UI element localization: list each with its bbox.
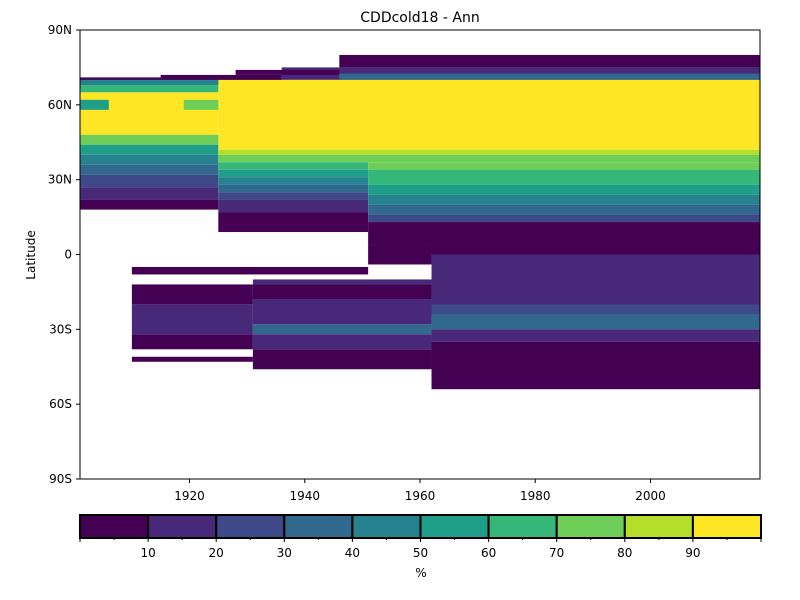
heatmap-cell	[252, 279, 432, 285]
heatmap-cell	[218, 162, 369, 170]
colorbar-swatch	[487, 514, 558, 539]
heatmap-cell	[431, 314, 760, 330]
y-tick-label: 30S	[49, 322, 72, 336]
colorbar-swatch	[215, 514, 286, 539]
y-tick-label: 60S	[49, 397, 72, 411]
heatmap-cell	[218, 154, 760, 163]
heatmap-cell	[80, 84, 219, 93]
x-tick-label: 2000	[635, 489, 666, 503]
heatmap-cell	[218, 184, 369, 193]
colorbar-tick-label: 20	[209, 546, 224, 560]
heatmap-cell	[252, 284, 432, 300]
heatmap-cell	[80, 144, 219, 155]
colorbar-swatch	[419, 514, 490, 539]
x-axis: 1920 1940 1960 1980 2000	[174, 479, 666, 503]
heatmap-cell	[368, 184, 760, 195]
chart-title: CDDcold18 - Ann	[360, 10, 479, 26]
heatmap-cell	[80, 164, 219, 175]
heatmap-cell	[80, 174, 219, 188]
heatmap-cell	[252, 334, 432, 350]
colorbar-label: %	[415, 566, 426, 580]
y-tick-label: 0	[64, 248, 72, 262]
colorbar-swatch	[147, 514, 218, 539]
colorbar-swatch	[691, 514, 763, 539]
colorbar-swatch	[283, 514, 354, 539]
heatmap-cell	[252, 324, 432, 335]
heatmap-cell	[431, 237, 760, 255]
heatmap-cell	[368, 169, 760, 185]
heatmap-cell	[218, 212, 369, 233]
colorbar-swatch	[79, 514, 150, 539]
colorbar-swatch	[351, 514, 422, 539]
x-tick-label: 1980	[520, 489, 551, 503]
heatmap-cell	[131, 266, 369, 275]
heatmap-cell	[218, 169, 369, 178]
heatmap-cell	[80, 199, 219, 210]
heatmap-cell	[252, 299, 432, 325]
heatmap-cell	[218, 149, 760, 155]
heatmap-cell	[80, 79, 219, 85]
heatmap-cell	[368, 162, 760, 170]
colorbar-tick-label: 10	[140, 546, 155, 560]
heatmap-cell	[131, 356, 253, 362]
colorbar: 10 20 30 40 50 60 70 80 90 %	[79, 514, 763, 580]
colorbar-tick-label: 70	[549, 546, 564, 560]
y-tick-label: 90N	[48, 23, 72, 37]
heatmap-cell	[80, 134, 219, 145]
heatmap-cell	[368, 214, 760, 223]
heatmap-cell	[80, 187, 219, 200]
heatmap-cell	[80, 92, 219, 135]
heatmap-cell	[431, 304, 760, 315]
colorbar-swatch	[555, 514, 626, 539]
heatmap-cell	[252, 349, 432, 370]
colorbar-swatch	[623, 514, 694, 539]
heatmap-cell	[431, 341, 760, 390]
x-tick-label: 1920	[174, 489, 205, 503]
plot-area	[79, 29, 761, 480]
heatmap-cell	[218, 79, 760, 150]
y-tick-label: 30N	[48, 173, 72, 187]
colorbar-tick-label: 50	[413, 546, 428, 560]
y-tick-label: 90S	[49, 472, 72, 486]
heatmap-cell	[218, 177, 369, 185]
heatmap-cell	[80, 154, 219, 165]
y-axis-label: Latitude	[24, 230, 38, 279]
heatmap-cell	[80, 99, 109, 110]
y-tick-label: 60N	[48, 98, 72, 112]
heatmap-cell	[339, 73, 760, 80]
heatmap-cell	[218, 199, 369, 213]
heatmap-cell	[131, 284, 253, 305]
heatmap-cell	[131, 304, 253, 335]
heatmap-cell	[368, 204, 760, 215]
heatmap-cell	[368, 244, 432, 265]
colorbar-tick-label: 60	[481, 546, 496, 560]
x-tick-label: 1940	[289, 489, 320, 503]
heatmap-cell	[183, 99, 219, 110]
colorbar-tick-label: 80	[617, 546, 632, 560]
heatmap-cell	[235, 69, 340, 75]
heatmap-cell	[339, 54, 760, 68]
heatmap-cell	[131, 334, 253, 350]
y-axis: 90S 60S 30S 0 30N 60N 90N	[48, 23, 80, 486]
heatmap-cell	[431, 329, 760, 342]
heatmap-cell	[368, 194, 760, 205]
colorbar-tick-label: 30	[277, 546, 292, 560]
heatmap-cell	[160, 74, 282, 80]
colorbar-tick-label: 90	[685, 546, 700, 560]
colorbar-tick-label: 40	[345, 546, 360, 560]
x-tick-label: 1960	[405, 489, 436, 503]
heatmap-cell	[218, 192, 369, 200]
